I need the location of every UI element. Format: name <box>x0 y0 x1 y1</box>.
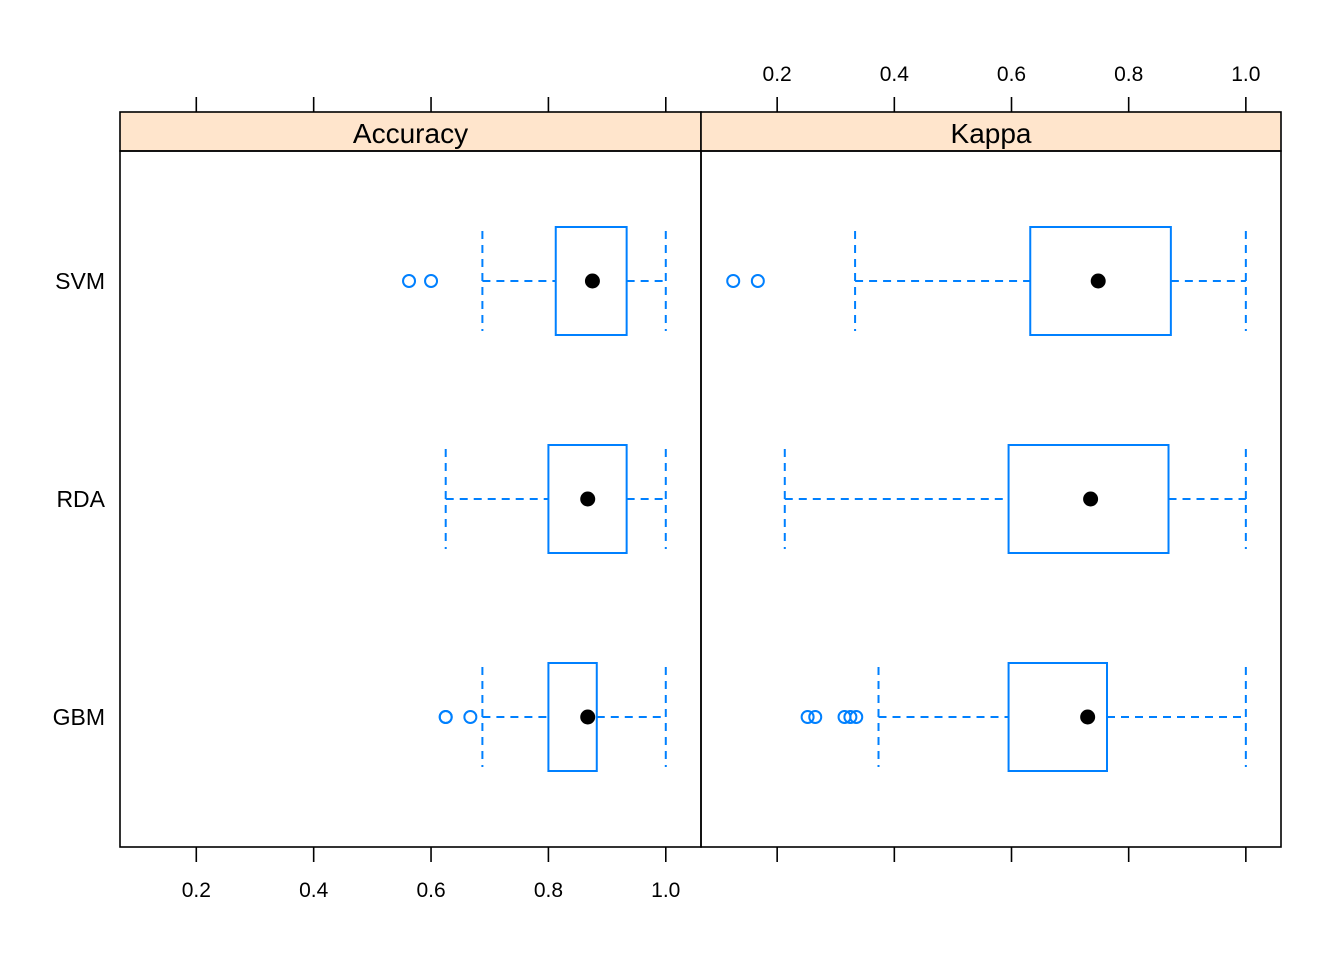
box-svm <box>402 226 667 336</box>
outlier-point <box>750 274 765 288</box>
box-rda <box>444 444 667 554</box>
tick-label-top: 0.8 <box>1114 63 1143 86</box>
box-iqr <box>1007 444 1170 554</box>
tick-label-top: 1.0 <box>1231 63 1260 86</box>
median-dot <box>1090 273 1106 289</box>
median-dot <box>1080 709 1096 725</box>
outlier-point <box>402 274 417 288</box>
median-dot <box>1083 491 1099 507</box>
median-dot <box>580 491 596 507</box>
tick-label-bottom: 0.2 <box>182 879 211 902</box>
outlier-point <box>800 710 815 724</box>
box-gbm <box>438 662 667 772</box>
median-dot <box>580 709 596 725</box>
category-label-rda: RDA <box>56 486 105 512</box>
strip-header <box>119 111 702 152</box>
tick-label-bottom: 1.0 <box>651 879 680 902</box>
median-dot <box>584 273 600 289</box>
box-iqr <box>1007 662 1108 772</box>
outlier-point <box>424 274 439 288</box>
outlier-point <box>438 710 453 724</box>
outlier-point <box>849 710 864 724</box>
panel-accuracy: Accuracy 0.2 0.4 0.6 0.8 1.0 <box>119 97 702 902</box>
panels-layer: Accuracy 0.2 0.4 0.6 0.8 1.0 Kappa 0.2 0.4 0.6 0.8… <box>53 63 1282 902</box>
outlier-point <box>726 274 741 288</box>
tick-label-top: 0.4 <box>880 63 910 86</box>
box-iqr <box>547 444 628 554</box>
box-rda <box>783 444 1247 554</box>
tick-label-bottom: 0.4 <box>299 879 329 902</box>
tick-label-bottom: 0.8 <box>534 879 563 902</box>
tick-label-top: 0.2 <box>763 63 792 86</box>
category-label-gbm: GBM <box>53 704 105 730</box>
panel-frame <box>700 150 1282 848</box>
box-iqr <box>547 662 598 772</box>
tick-label-bottom: 0.6 <box>416 879 445 902</box>
panel-kappa: Kappa 0.2 0.4 0.6 0.8 1.0 <box>700 63 1282 862</box>
box-iqr <box>554 226 628 336</box>
box-gbm <box>800 662 1247 772</box>
panel-title: Kappa <box>951 118 1032 149</box>
outlier-point <box>463 710 478 724</box>
box-iqr <box>1029 226 1172 336</box>
panel-title: Accuracy <box>353 118 468 149</box>
category-label-svm: SVM <box>55 268 105 294</box>
strip-header <box>700 111 1282 152</box>
outlier-point <box>843 710 858 724</box>
box-svm <box>726 226 1247 336</box>
tick-label-top: 0.6 <box>997 63 1026 86</box>
outlier-point <box>808 710 823 724</box>
panel-frame <box>119 150 702 848</box>
